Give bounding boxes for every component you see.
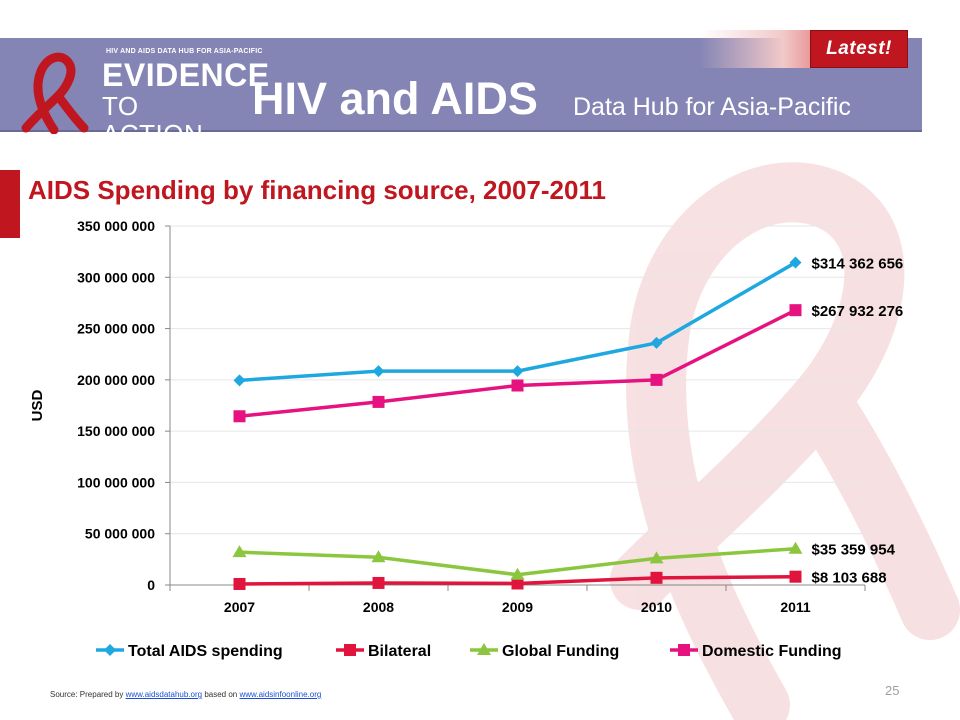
- logo-evidence-text: EVIDENCE: [102, 57, 270, 93]
- data-point: [650, 571, 663, 584]
- y-tick-label: 150 000 000: [77, 423, 155, 439]
- data-point: [649, 551, 664, 564]
- x-tick-label: 2009: [502, 599, 533, 615]
- source-link-aidsdatahub[interactable]: www.aidsdatahub.org: [125, 690, 203, 699]
- y-tick-label: 350 000 000: [77, 218, 155, 234]
- x-tick-label: 2011: [780, 599, 811, 615]
- title-accent-bar: [0, 170, 20, 238]
- data-point: [789, 256, 802, 269]
- y-axis-title: USD: [29, 389, 46, 421]
- data-point: [372, 395, 385, 408]
- logo-action-text: TO ACTION: [102, 91, 204, 149]
- x-tick-label: 2008: [363, 599, 394, 615]
- data-point: [650, 336, 663, 349]
- slide-title: AIDS Spending by financing source, 2007-…: [28, 175, 606, 205]
- series-line-0: [239, 261, 797, 383]
- data-point: [511, 379, 524, 392]
- y-tick-label: 100 000 000: [77, 474, 155, 490]
- data-point: [788, 541, 803, 554]
- y-tick-label: 250 000 000: [77, 321, 155, 337]
- y-tick-label: 300 000 000: [77, 269, 155, 285]
- x-tick-label: 2010: [641, 599, 672, 615]
- data-point: [789, 570, 802, 583]
- data-point: [232, 545, 247, 558]
- y-tick-label: 200 000 000: [77, 372, 155, 388]
- data-point: [510, 567, 525, 580]
- page-number: 25: [885, 683, 900, 698]
- data-point: [372, 365, 385, 378]
- data-point: [233, 374, 246, 387]
- latest-badge[interactable]: Latest!: [810, 30, 908, 68]
- legend-marker: [344, 644, 356, 656]
- legend-label: Domestic Funding: [702, 643, 842, 660]
- header-title: HIV and AIDS: [252, 73, 538, 124]
- data-point: [650, 373, 663, 386]
- red-ribbon-icon: [21, 52, 89, 134]
- source-note: Source: Prepared by www.aidsdatahub.org …: [50, 690, 321, 699]
- data-point: [233, 577, 246, 590]
- y-tick-label: 0: [147, 577, 155, 593]
- data-point: [511, 365, 524, 378]
- end-data-label: $8 103 688: [812, 570, 887, 587]
- y-tick-label: 50 000 000: [85, 526, 155, 542]
- evidence-to-action-logo: HIV AND AIDS DATA HUB FOR ASIA-PACIFIC E…: [14, 42, 269, 148]
- data-point: [789, 304, 802, 317]
- legend-marker: [477, 643, 491, 655]
- end-data-label: $314 362 656: [812, 256, 904, 273]
- legend-marker: [104, 644, 116, 656]
- latest-banner[interactable]: Latest!: [700, 30, 908, 68]
- header-band-divider: [0, 130, 922, 132]
- source-link-aidsinfoonline[interactable]: www.aidsinfoonline.org: [239, 690, 322, 699]
- header-subtitle: Data Hub for Asia-Pacific: [573, 93, 851, 121]
- source-middle: based on: [202, 690, 240, 699]
- legend-label: Bilateral: [368, 643, 431, 660]
- logo-tagline: HIV AND AIDS DATA HUB FOR ASIA-PACIFIC: [106, 48, 263, 55]
- data-point: [511, 577, 524, 590]
- end-data-label: $35 359 954: [812, 542, 896, 559]
- source-prefix: Source: Prepared by: [50, 690, 126, 699]
- series-line-3: [239, 308, 797, 419]
- legend-marker: [678, 644, 690, 656]
- background-ribbon-decoration: [610, 162, 960, 720]
- legend-label: Total AIDS spending: [128, 643, 283, 660]
- x-tick-label: 2007: [224, 599, 255, 615]
- data-point: [233, 410, 246, 423]
- data-point: [372, 576, 385, 589]
- data-point: [371, 550, 386, 563]
- legend-label: Global Funding: [502, 643, 619, 660]
- end-data-label: $267 932 276: [812, 303, 904, 320]
